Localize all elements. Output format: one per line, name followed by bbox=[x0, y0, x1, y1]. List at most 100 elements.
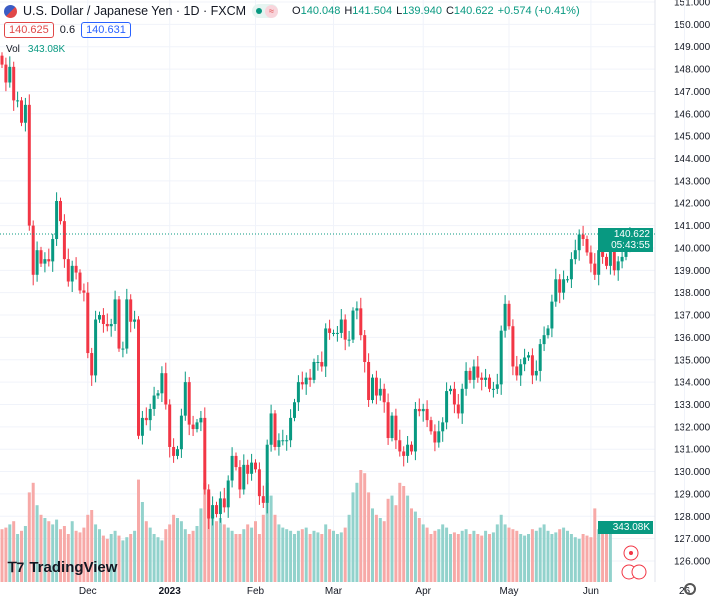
candle-body bbox=[374, 377, 378, 396]
candle-body bbox=[495, 384, 499, 389]
candle-body bbox=[523, 357, 527, 365]
volume-bar bbox=[168, 524, 172, 582]
price-tick-label: 150.000 bbox=[674, 20, 710, 31]
candle-body bbox=[359, 308, 363, 336]
volume-bar bbox=[250, 527, 254, 582]
volume-bar bbox=[285, 529, 289, 582]
candle-body bbox=[211, 505, 215, 519]
candle-body bbox=[250, 462, 254, 474]
volume-bar bbox=[558, 529, 562, 582]
volume-bar bbox=[491, 532, 495, 582]
market-status-pill[interactable]: ≈ bbox=[252, 4, 279, 18]
volume-bar bbox=[550, 534, 554, 582]
volume-bar bbox=[394, 505, 398, 582]
price-tick-label: 145.000 bbox=[674, 132, 710, 143]
candle-body bbox=[468, 370, 472, 380]
volume-bar bbox=[363, 473, 367, 582]
candle-body bbox=[172, 446, 176, 456]
candle-body bbox=[601, 250, 605, 257]
volume-bar bbox=[35, 505, 39, 582]
tradingview-logo[interactable]: ꓔ7 TradingView bbox=[8, 559, 118, 576]
candle-body bbox=[597, 250, 601, 275]
volume-bar bbox=[74, 530, 78, 582]
price-tick-label: 130.000 bbox=[674, 467, 710, 478]
candle-body bbox=[308, 377, 312, 380]
symbol-title[interactable]: U.S. Dollar / Japanese Yen · 1D · FXCM bbox=[23, 4, 247, 18]
volume-bar bbox=[507, 527, 511, 582]
volume-bar bbox=[90, 510, 94, 582]
candle-body bbox=[546, 328, 550, 336]
price-tick-label: 146.000 bbox=[674, 109, 710, 120]
price-tick-label: 126.000 bbox=[674, 557, 710, 568]
candle-body bbox=[527, 355, 530, 358]
candle-body bbox=[593, 263, 597, 275]
volume-bar bbox=[176, 518, 179, 582]
price-tick-label: 139.000 bbox=[674, 266, 710, 277]
volume-bar bbox=[417, 518, 421, 582]
tv-logo-icon: ꓔ7 bbox=[8, 559, 25, 575]
sell-price-button[interactable]: 140.625 bbox=[4, 22, 54, 38]
candle-body bbox=[503, 303, 507, 331]
volume-bar bbox=[468, 534, 472, 582]
price-tick-label: 137.000 bbox=[674, 311, 710, 322]
last-price-label: 140.622 05:43:55 bbox=[598, 228, 653, 252]
volume-bar bbox=[523, 535, 527, 582]
candle-body bbox=[105, 323, 109, 327]
candle-body bbox=[0, 55, 4, 65]
volume-bar bbox=[608, 527, 612, 582]
candle-body bbox=[12, 66, 16, 101]
volume-bar bbox=[347, 514, 351, 582]
settings-icon[interactable] bbox=[684, 583, 696, 595]
candle-body bbox=[4, 64, 8, 83]
volume-bar bbox=[413, 511, 417, 582]
volume-bar bbox=[371, 508, 374, 582]
volume-bar bbox=[312, 530, 316, 582]
volume-bar bbox=[378, 518, 382, 582]
candle-body bbox=[179, 415, 183, 450]
candle-body bbox=[488, 377, 491, 389]
volume-bar bbox=[449, 534, 452, 582]
price-tick-label: 136.000 bbox=[674, 333, 710, 344]
candle-body bbox=[464, 370, 468, 389]
volume-bar bbox=[269, 495, 273, 582]
volume-bar bbox=[480, 535, 484, 582]
candle-body bbox=[328, 328, 332, 333]
volume-bar bbox=[281, 527, 285, 582]
time-tick-label: Feb bbox=[247, 586, 265, 597]
price-tick-label: 148.000 bbox=[674, 65, 710, 76]
candle-body bbox=[456, 404, 460, 414]
market-open-icon bbox=[256, 8, 263, 14]
candle-body bbox=[573, 250, 577, 260]
candle-body bbox=[125, 299, 129, 349]
buy-price-button[interactable]: 140.631 bbox=[81, 22, 131, 38]
candle-body bbox=[480, 377, 484, 380]
symbol-header: U.S. Dollar / Japanese Yen · 1D · FXCM ≈… bbox=[4, 4, 580, 18]
candle-body bbox=[183, 382, 187, 416]
volume-bar bbox=[12, 521, 16, 582]
candle-body bbox=[121, 348, 125, 350]
price-tick-label: 135.000 bbox=[674, 355, 710, 366]
candle-body bbox=[86, 292, 90, 354]
time-tick-label: Mar bbox=[325, 586, 343, 597]
volume-bar bbox=[125, 537, 129, 582]
volume-bar bbox=[148, 527, 152, 582]
event-marker-dot bbox=[629, 551, 633, 555]
volume-bar bbox=[410, 508, 413, 582]
price-tick-label: 142.000 bbox=[674, 199, 710, 210]
candle-body bbox=[394, 415, 398, 441]
candle-body bbox=[70, 265, 74, 282]
candle-body bbox=[296, 382, 300, 403]
candle-body bbox=[230, 455, 234, 481]
candle-body bbox=[569, 259, 573, 280]
usd-jpy-flag-icon bbox=[4, 4, 17, 18]
volume-bar bbox=[382, 521, 386, 582]
volume-bar bbox=[456, 534, 460, 582]
candle-body bbox=[519, 364, 523, 376]
volume-bar bbox=[320, 534, 324, 582]
candle-body bbox=[577, 234, 581, 251]
volume-bar bbox=[137, 479, 140, 582]
volume-bar bbox=[226, 527, 230, 582]
candle-body bbox=[324, 328, 328, 367]
candle-body bbox=[207, 489, 211, 519]
